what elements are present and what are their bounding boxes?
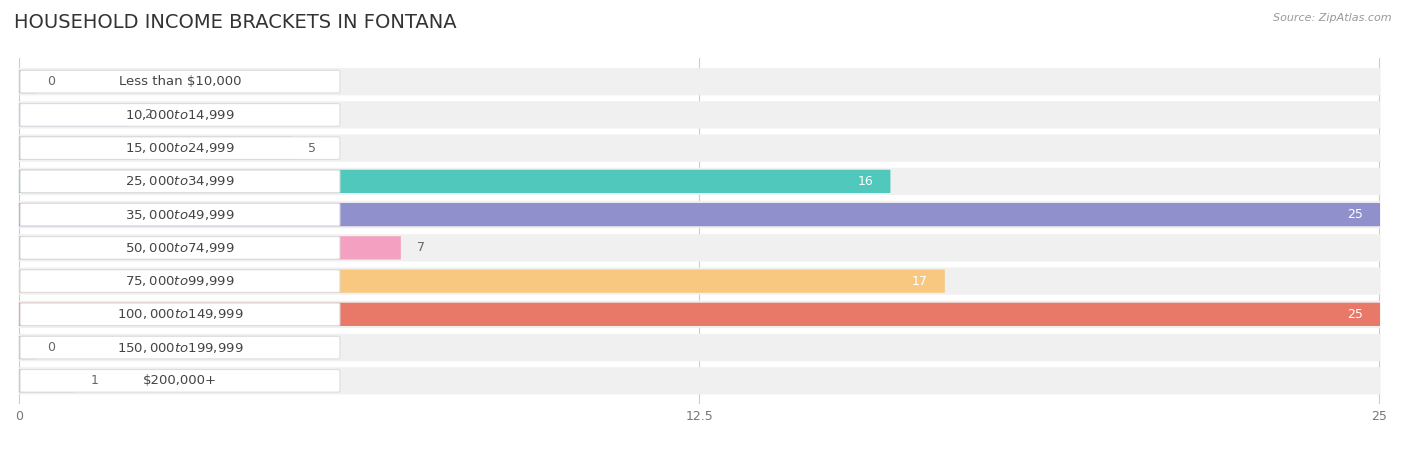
FancyBboxPatch shape (20, 270, 340, 292)
Text: 17: 17 (912, 275, 928, 288)
Text: 25: 25 (1347, 308, 1364, 321)
FancyBboxPatch shape (18, 68, 1381, 95)
Text: $35,000 to $49,999: $35,000 to $49,999 (125, 207, 235, 222)
FancyBboxPatch shape (18, 334, 1381, 361)
FancyBboxPatch shape (20, 203, 340, 226)
FancyBboxPatch shape (18, 336, 37, 359)
Text: 0: 0 (46, 341, 55, 354)
FancyBboxPatch shape (18, 201, 1381, 228)
Text: 1: 1 (90, 374, 98, 387)
FancyBboxPatch shape (18, 203, 1381, 226)
FancyBboxPatch shape (18, 369, 75, 392)
FancyBboxPatch shape (18, 103, 129, 127)
FancyBboxPatch shape (18, 236, 401, 260)
FancyBboxPatch shape (20, 303, 340, 326)
Text: 25: 25 (1347, 208, 1364, 221)
FancyBboxPatch shape (20, 137, 340, 159)
Text: $75,000 to $99,999: $75,000 to $99,999 (125, 274, 235, 288)
FancyBboxPatch shape (18, 135, 1381, 162)
FancyBboxPatch shape (18, 367, 1381, 395)
Text: $100,000 to $149,999: $100,000 to $149,999 (117, 308, 243, 321)
Text: $15,000 to $24,999: $15,000 to $24,999 (125, 141, 235, 155)
Text: $200,000+: $200,000+ (143, 374, 217, 387)
FancyBboxPatch shape (20, 336, 340, 359)
FancyBboxPatch shape (20, 370, 340, 392)
Text: 2: 2 (145, 108, 152, 121)
Text: Less than $10,000: Less than $10,000 (118, 75, 242, 88)
Text: Source: ZipAtlas.com: Source: ZipAtlas.com (1274, 13, 1392, 23)
Text: $150,000 to $199,999: $150,000 to $199,999 (117, 341, 243, 355)
FancyBboxPatch shape (18, 301, 1381, 328)
FancyBboxPatch shape (20, 70, 340, 93)
FancyBboxPatch shape (18, 303, 1381, 326)
Text: HOUSEHOLD INCOME BRACKETS IN FONTANA: HOUSEHOLD INCOME BRACKETS IN FONTANA (14, 13, 457, 32)
Text: $10,000 to $14,999: $10,000 to $14,999 (125, 108, 235, 122)
FancyBboxPatch shape (20, 170, 340, 193)
FancyBboxPatch shape (18, 168, 1381, 195)
FancyBboxPatch shape (18, 170, 890, 193)
Text: 7: 7 (416, 242, 425, 254)
FancyBboxPatch shape (18, 269, 945, 293)
FancyBboxPatch shape (18, 101, 1381, 128)
FancyBboxPatch shape (20, 237, 340, 259)
FancyBboxPatch shape (18, 70, 37, 93)
Text: 16: 16 (858, 175, 873, 188)
Text: $50,000 to $74,999: $50,000 to $74,999 (125, 241, 235, 255)
FancyBboxPatch shape (18, 268, 1381, 295)
Text: 0: 0 (46, 75, 55, 88)
FancyBboxPatch shape (18, 136, 292, 160)
FancyBboxPatch shape (20, 104, 340, 126)
Text: $25,000 to $34,999: $25,000 to $34,999 (125, 174, 235, 189)
FancyBboxPatch shape (18, 234, 1381, 261)
Text: 5: 5 (308, 141, 316, 154)
